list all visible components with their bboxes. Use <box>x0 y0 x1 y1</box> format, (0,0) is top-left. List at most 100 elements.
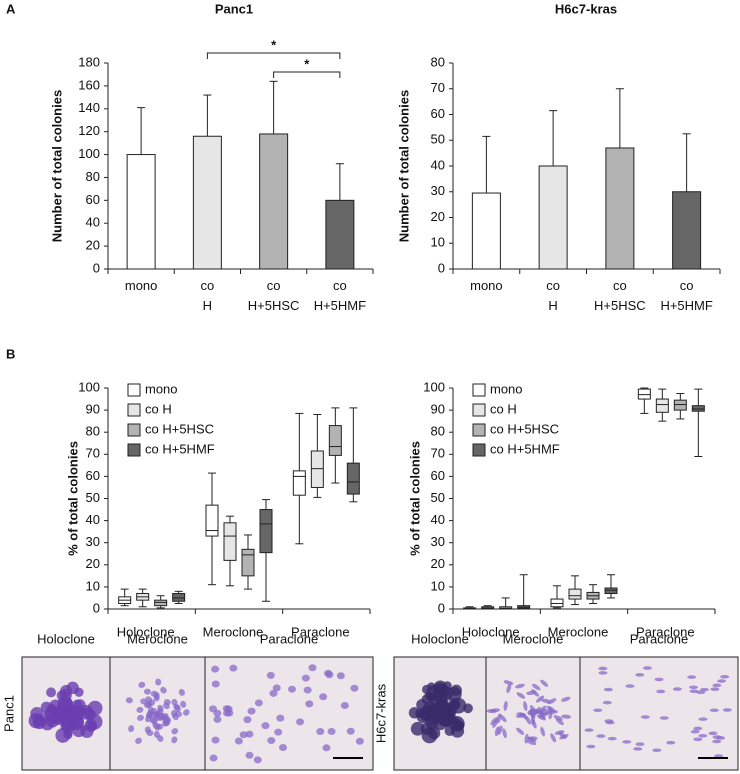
legend-label: co H+5HSC <box>145 421 214 436</box>
cell <box>717 679 727 683</box>
cell <box>693 726 703 731</box>
legend-label: co H+5HSC <box>490 421 559 436</box>
cell <box>659 716 669 720</box>
cell <box>722 708 732 712</box>
y-tick-label: 10 <box>431 578 445 593</box>
cell <box>714 754 724 758</box>
cell <box>327 727 336 735</box>
x-tick-label-line: H+5HMF <box>314 298 366 313</box>
significance-label: * <box>271 37 277 52</box>
cell <box>439 713 453 727</box>
cell <box>712 739 722 744</box>
y-tick-label: 60 <box>86 468 100 483</box>
legend-label: mono <box>145 381 178 396</box>
cell <box>690 729 700 734</box>
cell <box>322 744 331 752</box>
cell <box>80 724 94 738</box>
y-tick-label: 30 <box>431 183 445 198</box>
cell <box>536 695 545 703</box>
x-tick-label-line: co <box>201 278 215 293</box>
x-tick-label: Paraclone <box>636 624 695 639</box>
cell <box>276 714 285 722</box>
cell <box>138 681 146 688</box>
box <box>637 388 651 400</box>
cell <box>162 717 170 724</box>
cell <box>584 728 594 732</box>
cell <box>426 685 441 699</box>
cell <box>622 740 632 744</box>
legend-label: co H+5HMF <box>490 441 560 456</box>
cell <box>559 734 569 740</box>
x-tick-label: mono <box>470 278 503 293</box>
x-tick-label: co H+5HMF <box>660 278 712 313</box>
x-tick-label: co H+5HSC <box>248 278 300 313</box>
cell <box>305 700 314 708</box>
box <box>655 398 669 413</box>
y-tick-label: 10 <box>86 578 100 593</box>
y-tick-label: 180 <box>78 54 100 69</box>
cell <box>603 687 613 692</box>
cell <box>642 666 652 670</box>
cell <box>708 731 718 736</box>
cell <box>178 688 185 696</box>
y-tick-label: 80 <box>431 54 445 69</box>
cell <box>540 726 546 737</box>
y-tick-label: 0 <box>438 600 445 615</box>
legend-swatch <box>472 403 486 417</box>
cell <box>699 687 709 692</box>
cell <box>712 683 722 688</box>
x-tick-label-line: co <box>546 278 560 293</box>
y-tick-label: 40 <box>86 512 100 527</box>
cell <box>688 685 698 690</box>
cell <box>561 714 572 719</box>
cell <box>553 715 563 721</box>
y-tick-label: 100 <box>423 379 445 394</box>
panel-label: B <box>6 346 15 361</box>
cell <box>267 737 276 745</box>
bar <box>672 191 702 270</box>
box <box>310 450 324 488</box>
y-tick-label: 70 <box>431 446 445 461</box>
cell <box>709 708 719 713</box>
x-tick-label-line: co <box>680 278 694 293</box>
y-axis-label: Number of total colonies <box>49 90 64 242</box>
legend-label: mono <box>490 381 523 396</box>
legend-swatch <box>472 443 486 457</box>
legend-label: co H <box>145 401 172 416</box>
x-tick-label: co H <box>201 278 215 313</box>
cell <box>503 680 514 685</box>
y-axis-label: % of total colonies <box>65 441 80 556</box>
box <box>550 598 564 608</box>
x-tick-label-line: mono <box>125 278 158 293</box>
x-tick-label: co H+5HMF <box>314 278 366 313</box>
x-tick-label-line: H+5HSC <box>594 298 646 313</box>
cell <box>155 678 162 686</box>
cell <box>303 686 312 694</box>
cell <box>716 736 726 740</box>
cell <box>146 729 154 736</box>
box <box>328 425 342 456</box>
y-tick-label: 20 <box>431 209 445 224</box>
x-tick-label-line: mono <box>470 278 503 293</box>
box <box>259 509 273 554</box>
cell <box>602 700 612 705</box>
y-axis-label: % of total colonies <box>407 441 422 556</box>
cell <box>720 674 730 679</box>
significance-bracket <box>273 71 341 78</box>
cell <box>325 671 334 679</box>
y-tick-label: 40 <box>431 512 445 527</box>
cell <box>223 709 232 717</box>
cell <box>605 720 615 725</box>
cell <box>229 664 238 672</box>
box <box>292 470 306 496</box>
cell <box>506 683 512 694</box>
cell <box>494 726 500 737</box>
cell <box>531 683 541 691</box>
y-tick-label: 100 <box>78 146 100 161</box>
box <box>604 587 618 595</box>
y-tick-label: 30 <box>431 534 445 549</box>
cell <box>163 702 170 710</box>
cell <box>40 701 52 713</box>
x-tick-label-line: H+5HSC <box>248 298 300 313</box>
y-tick-label: 70 <box>431 80 445 95</box>
